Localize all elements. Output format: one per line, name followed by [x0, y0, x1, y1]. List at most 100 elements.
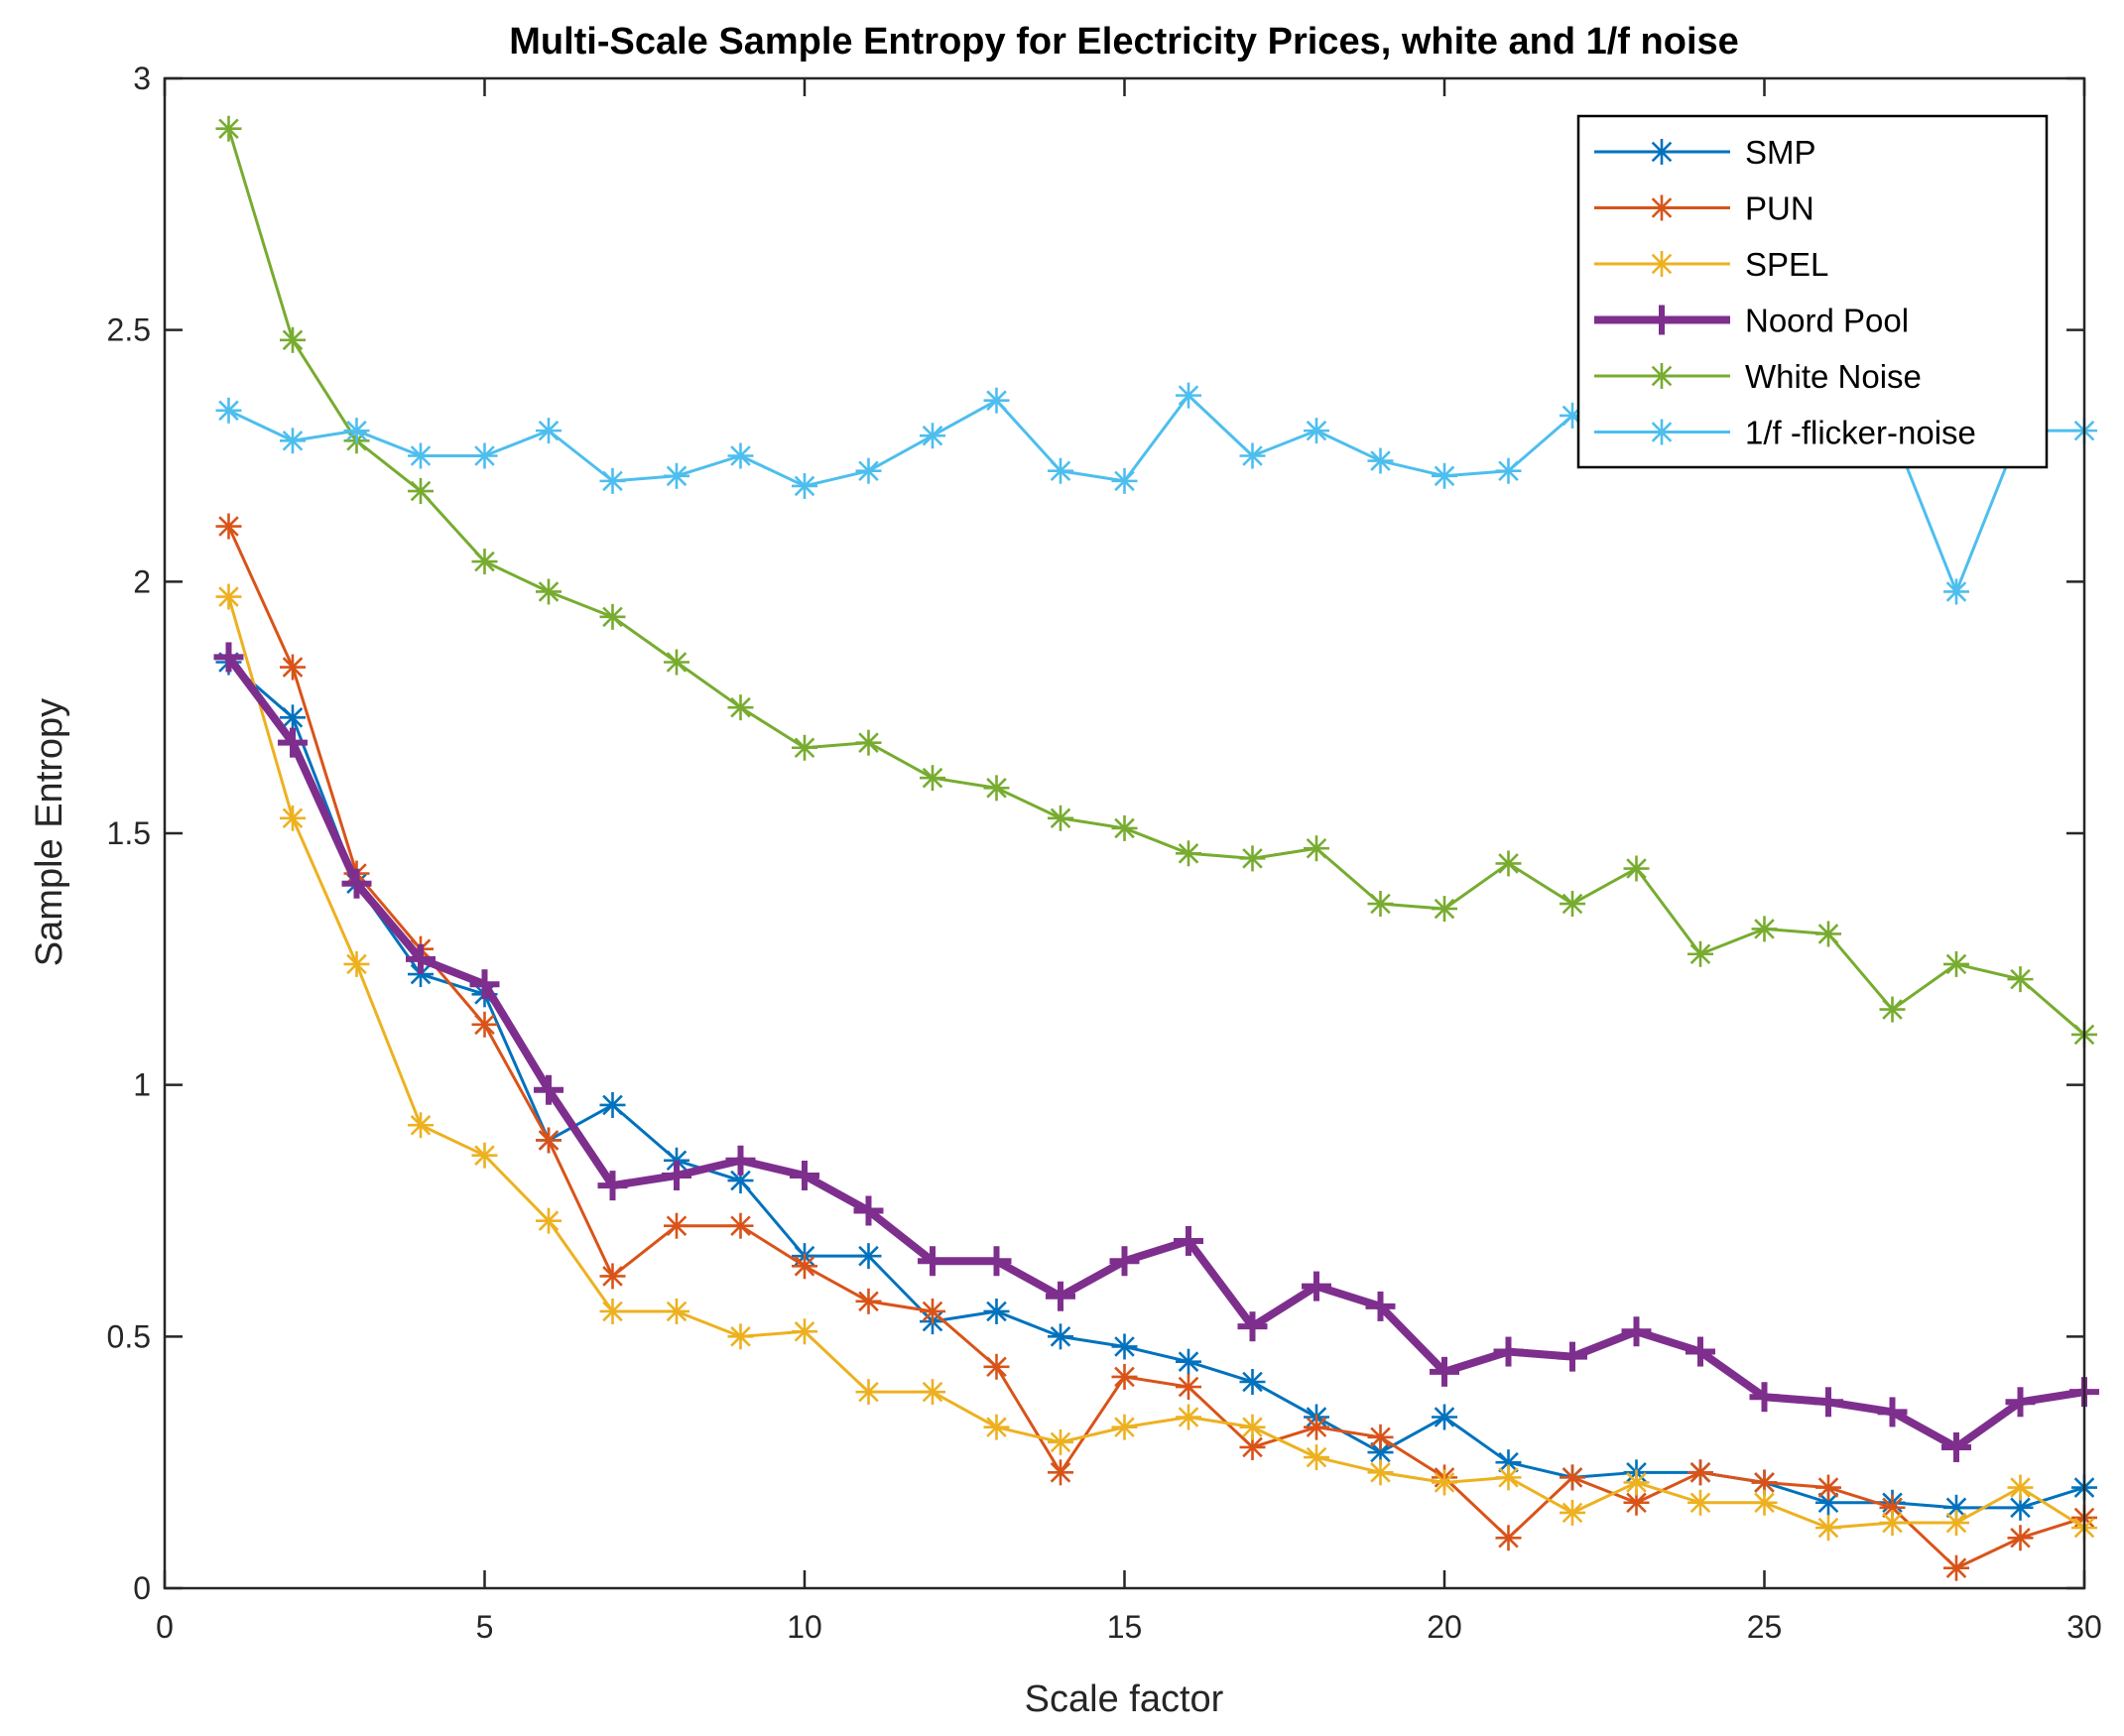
legend-label: 1/f -flicker-noise — [1745, 415, 1976, 451]
legend-box — [1576, 114, 2049, 469]
data-point-white-noise — [1495, 850, 1522, 877]
legend-item-white-noise: White Noise — [1594, 358, 1922, 395]
legend-label: SPEL — [1745, 246, 1828, 283]
data-point-white-noise — [280, 326, 306, 353]
data-point-spel — [1943, 1510, 1969, 1537]
data-point-noord-pool — [213, 642, 244, 673]
data-point-white-noise — [1367, 891, 1394, 918]
data-point-spel — [1687, 1489, 1713, 1516]
data-point-1-f-flicker-noise — [343, 418, 370, 444]
data-point-spel — [1304, 1444, 1329, 1471]
data-point-smp — [1176, 1348, 1201, 1375]
data-point-1-f-flicker-noise — [1304, 418, 1329, 444]
data-point-1-f-flicker-noise — [1943, 578, 1969, 605]
data-point-white-noise — [1815, 921, 1841, 947]
data-point-pun — [1111, 1363, 1138, 1390]
data-point-spel — [1048, 1428, 1073, 1455]
data-point-spel — [1815, 1515, 1841, 1542]
data-point-spel — [792, 1318, 817, 1345]
legend-item-noord-pool: Noord Pool — [1594, 303, 1909, 339]
x-axis-label: Scale factor — [1025, 1678, 1224, 1720]
data-point-noord-pool — [1109, 1246, 1140, 1277]
data-point-white-noise — [855, 729, 882, 756]
data-point-spel — [471, 1142, 498, 1169]
data-point-pun — [1815, 1474, 1841, 1501]
data-point-smp — [1239, 1368, 1266, 1395]
data-point-pun — [1239, 1433, 1266, 1460]
legend-swatch-marker — [1649, 251, 1675, 277]
data-point-1-f-flicker-noise — [727, 442, 754, 469]
x-axis: 0 5 10 15 20 25 30 — [156, 78, 2102, 1645]
data-point-white-noise — [920, 765, 945, 792]
legend-label: PUN — [1745, 190, 1814, 227]
legend-swatch-marker — [1649, 139, 1675, 165]
data-point-1-f-flicker-noise — [599, 467, 626, 494]
data-point-noord-pool — [406, 943, 436, 974]
series-white-noise — [215, 115, 2097, 1048]
data-point-white-noise — [408, 478, 434, 505]
data-point-white-noise — [1304, 835, 1329, 862]
data-point-pun — [215, 513, 242, 540]
data-point-1-f-flicker-noise — [536, 418, 562, 444]
data-point-white-noise — [1751, 916, 1778, 942]
y-tick-label: 3 — [133, 61, 151, 96]
data-point-smp — [1048, 1323, 1073, 1350]
data-point-noord-pool — [790, 1160, 819, 1190]
series-smp — [215, 649, 2097, 1521]
data-point-white-noise — [1432, 896, 1457, 923]
data-point-spel — [855, 1379, 882, 1406]
data-point-spel — [215, 583, 242, 610]
data-point-noord-pool — [341, 868, 372, 899]
data-point-1-f-flicker-noise — [792, 472, 817, 499]
data-point-spel — [920, 1379, 945, 1406]
data-point-white-noise — [983, 775, 1010, 802]
data-point-white-noise — [1239, 845, 1266, 872]
data-point-1-f-flicker-noise — [1176, 382, 1201, 409]
y-tick-label: 0 — [133, 1570, 151, 1606]
data-point-pun — [920, 1298, 945, 1324]
data-point-pun — [664, 1212, 689, 1239]
legend-item-spel: SPEL — [1594, 246, 1828, 283]
data-point-pun — [727, 1212, 754, 1239]
legend-label: SMP — [1745, 134, 1816, 171]
legend-label: Noord Pool — [1745, 303, 1909, 339]
legend-item-pun: PUN — [1594, 190, 1814, 227]
y-tick-label: 2.5 — [107, 312, 151, 348]
data-point-pun — [855, 1288, 882, 1314]
data-point-spel — [983, 1414, 1010, 1440]
data-point-white-noise — [1687, 940, 1713, 967]
data-point-1-f-flicker-noise — [471, 442, 498, 469]
series-noord-pool — [213, 642, 2099, 1462]
data-point-smp — [280, 704, 306, 731]
series-line-smp — [227, 661, 2085, 1510]
data-point-1-f-flicker-noise — [1111, 467, 1138, 494]
data-point-white-noise — [1176, 840, 1201, 867]
data-point-spel — [1111, 1414, 1138, 1440]
data-point-pun — [2007, 1525, 2034, 1551]
data-point-pun — [280, 654, 306, 681]
x-tick-label: 10 — [787, 1609, 822, 1645]
data-point-spel — [343, 950, 370, 977]
data-point-pun — [1879, 1494, 1906, 1521]
data-point-white-noise — [471, 549, 498, 575]
x-tick-label: 0 — [156, 1609, 174, 1645]
data-point-spel — [536, 1207, 562, 1234]
y-axis: 0 0.5 1 1.5 2 2.5 3 — [107, 61, 2084, 1606]
data-point-noord-pool — [1941, 1431, 1971, 1462]
data-point-noord-pool — [1749, 1382, 1780, 1413]
data-point-pun — [1048, 1459, 1073, 1486]
data-point-noord-pool — [1877, 1397, 1908, 1427]
data-point-pun — [983, 1353, 1010, 1380]
data-point-1-f-flicker-noise — [920, 423, 945, 449]
data-point-1-f-flicker-noise — [408, 442, 434, 469]
data-point-white-noise — [1560, 891, 1585, 918]
data-point-spel — [2007, 1474, 2034, 1501]
data-point-spel — [1367, 1459, 1394, 1486]
data-point-pun — [792, 1253, 817, 1280]
data-point-smp — [1432, 1404, 1457, 1430]
legend-item-smp: SMP — [1594, 134, 1816, 171]
data-point-noord-pool — [1046, 1281, 1075, 1311]
data-point-1-f-flicker-noise — [1048, 457, 1073, 484]
data-point-noord-pool — [2005, 1387, 2036, 1418]
